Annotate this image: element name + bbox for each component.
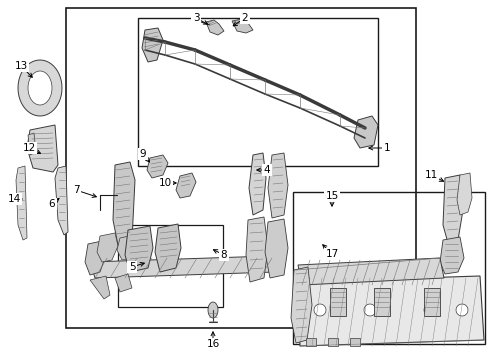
Polygon shape	[423, 304, 435, 316]
Polygon shape	[313, 304, 325, 316]
Polygon shape	[176, 173, 196, 198]
Text: 7: 7	[73, 185, 79, 195]
Polygon shape	[90, 256, 274, 278]
Polygon shape	[85, 241, 106, 275]
Polygon shape	[90, 276, 110, 299]
Polygon shape	[142, 28, 163, 62]
Polygon shape	[231, 19, 252, 33]
Polygon shape	[297, 258, 443, 285]
Text: 17: 17	[325, 249, 338, 259]
Polygon shape	[248, 153, 265, 215]
Polygon shape	[28, 133, 36, 155]
Text: 3: 3	[192, 13, 199, 23]
Polygon shape	[207, 302, 218, 318]
Polygon shape	[267, 153, 287, 218]
Polygon shape	[305, 338, 315, 346]
Text: 8: 8	[220, 250, 227, 260]
Polygon shape	[125, 226, 153, 272]
Polygon shape	[55, 166, 68, 235]
Text: 16: 16	[206, 339, 219, 349]
Polygon shape	[455, 304, 467, 316]
Text: 14: 14	[7, 194, 20, 204]
Polygon shape	[18, 60, 62, 116]
Bar	[118, 225, 223, 307]
Polygon shape	[28, 71, 52, 105]
Text: 9: 9	[140, 149, 146, 159]
Text: 6: 6	[49, 199, 55, 209]
Text: 5: 5	[128, 262, 135, 272]
Text: 15: 15	[325, 191, 338, 201]
Text: 1: 1	[383, 143, 389, 153]
Polygon shape	[329, 288, 346, 316]
Polygon shape	[295, 276, 483, 346]
Polygon shape	[439, 237, 463, 274]
Polygon shape	[155, 224, 181, 272]
Polygon shape	[147, 155, 168, 178]
Bar	[292, 192, 484, 344]
Polygon shape	[353, 116, 377, 148]
Polygon shape	[113, 162, 135, 245]
Polygon shape	[97, 233, 118, 262]
Polygon shape	[456, 173, 471, 215]
Polygon shape	[349, 338, 359, 346]
Polygon shape	[423, 288, 439, 316]
Polygon shape	[290, 267, 311, 343]
Polygon shape	[205, 20, 224, 35]
Text: 4: 4	[263, 165, 270, 175]
Text: 11: 11	[424, 170, 437, 180]
Polygon shape	[327, 338, 337, 346]
Polygon shape	[16, 166, 27, 240]
Polygon shape	[27, 125, 58, 172]
Bar	[66, 8, 415, 328]
Text: 13: 13	[14, 61, 27, 71]
Bar	[138, 18, 377, 166]
Polygon shape	[373, 288, 389, 316]
Text: 12: 12	[22, 143, 36, 153]
Text: 10: 10	[158, 178, 171, 188]
Polygon shape	[115, 274, 132, 292]
Polygon shape	[264, 219, 287, 278]
Polygon shape	[245, 217, 267, 282]
Polygon shape	[363, 304, 375, 316]
Text: 2: 2	[241, 13, 248, 23]
Polygon shape	[442, 175, 462, 243]
Polygon shape	[117, 235, 138, 260]
